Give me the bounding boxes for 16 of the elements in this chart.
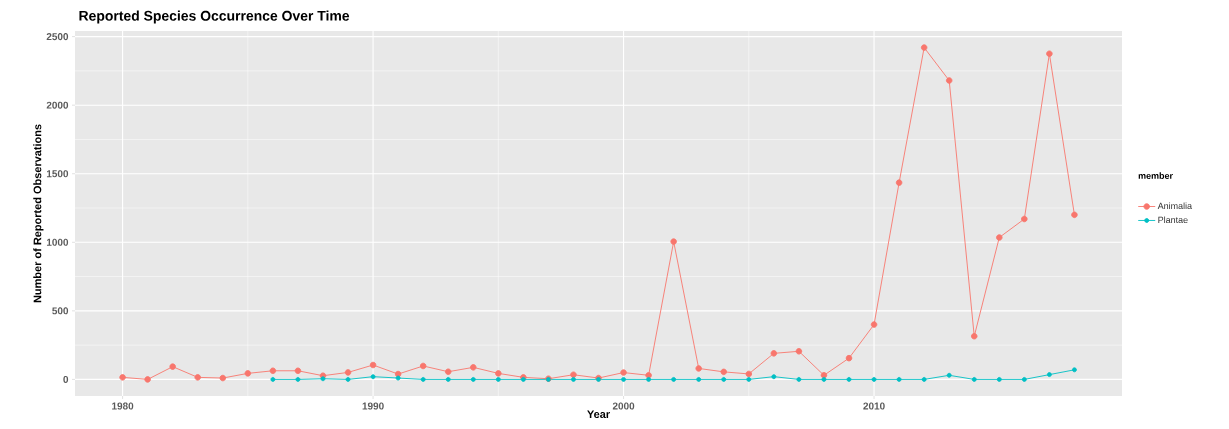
legend-label: Plantae — [1158, 216, 1188, 224]
y-tick-label: 1000 — [46, 238, 69, 246]
x-tick-label: 1990 — [362, 402, 384, 410]
y-tick-label: 2000 — [46, 101, 69, 109]
y-tick-label: 1500 — [46, 170, 69, 178]
x-tick-label: 2010 — [863, 402, 885, 410]
y-tick-label: 2500 — [46, 33, 69, 41]
chart-title: Reported Species Occurrence Over Time — [79, 10, 350, 24]
y-tick-label: 500 — [52, 307, 69, 315]
legend-label: Animalia — [1157, 202, 1193, 210]
x-axis-title: Year — [587, 410, 610, 419]
y-axis-title: Number of Reported Observations — [33, 124, 44, 303]
y-tick-label: 0 — [63, 375, 69, 383]
legend-title: member — [1138, 172, 1173, 179]
x-tick-label: 1980 — [112, 402, 134, 410]
x-tick-label: 2000 — [612, 402, 635, 410]
